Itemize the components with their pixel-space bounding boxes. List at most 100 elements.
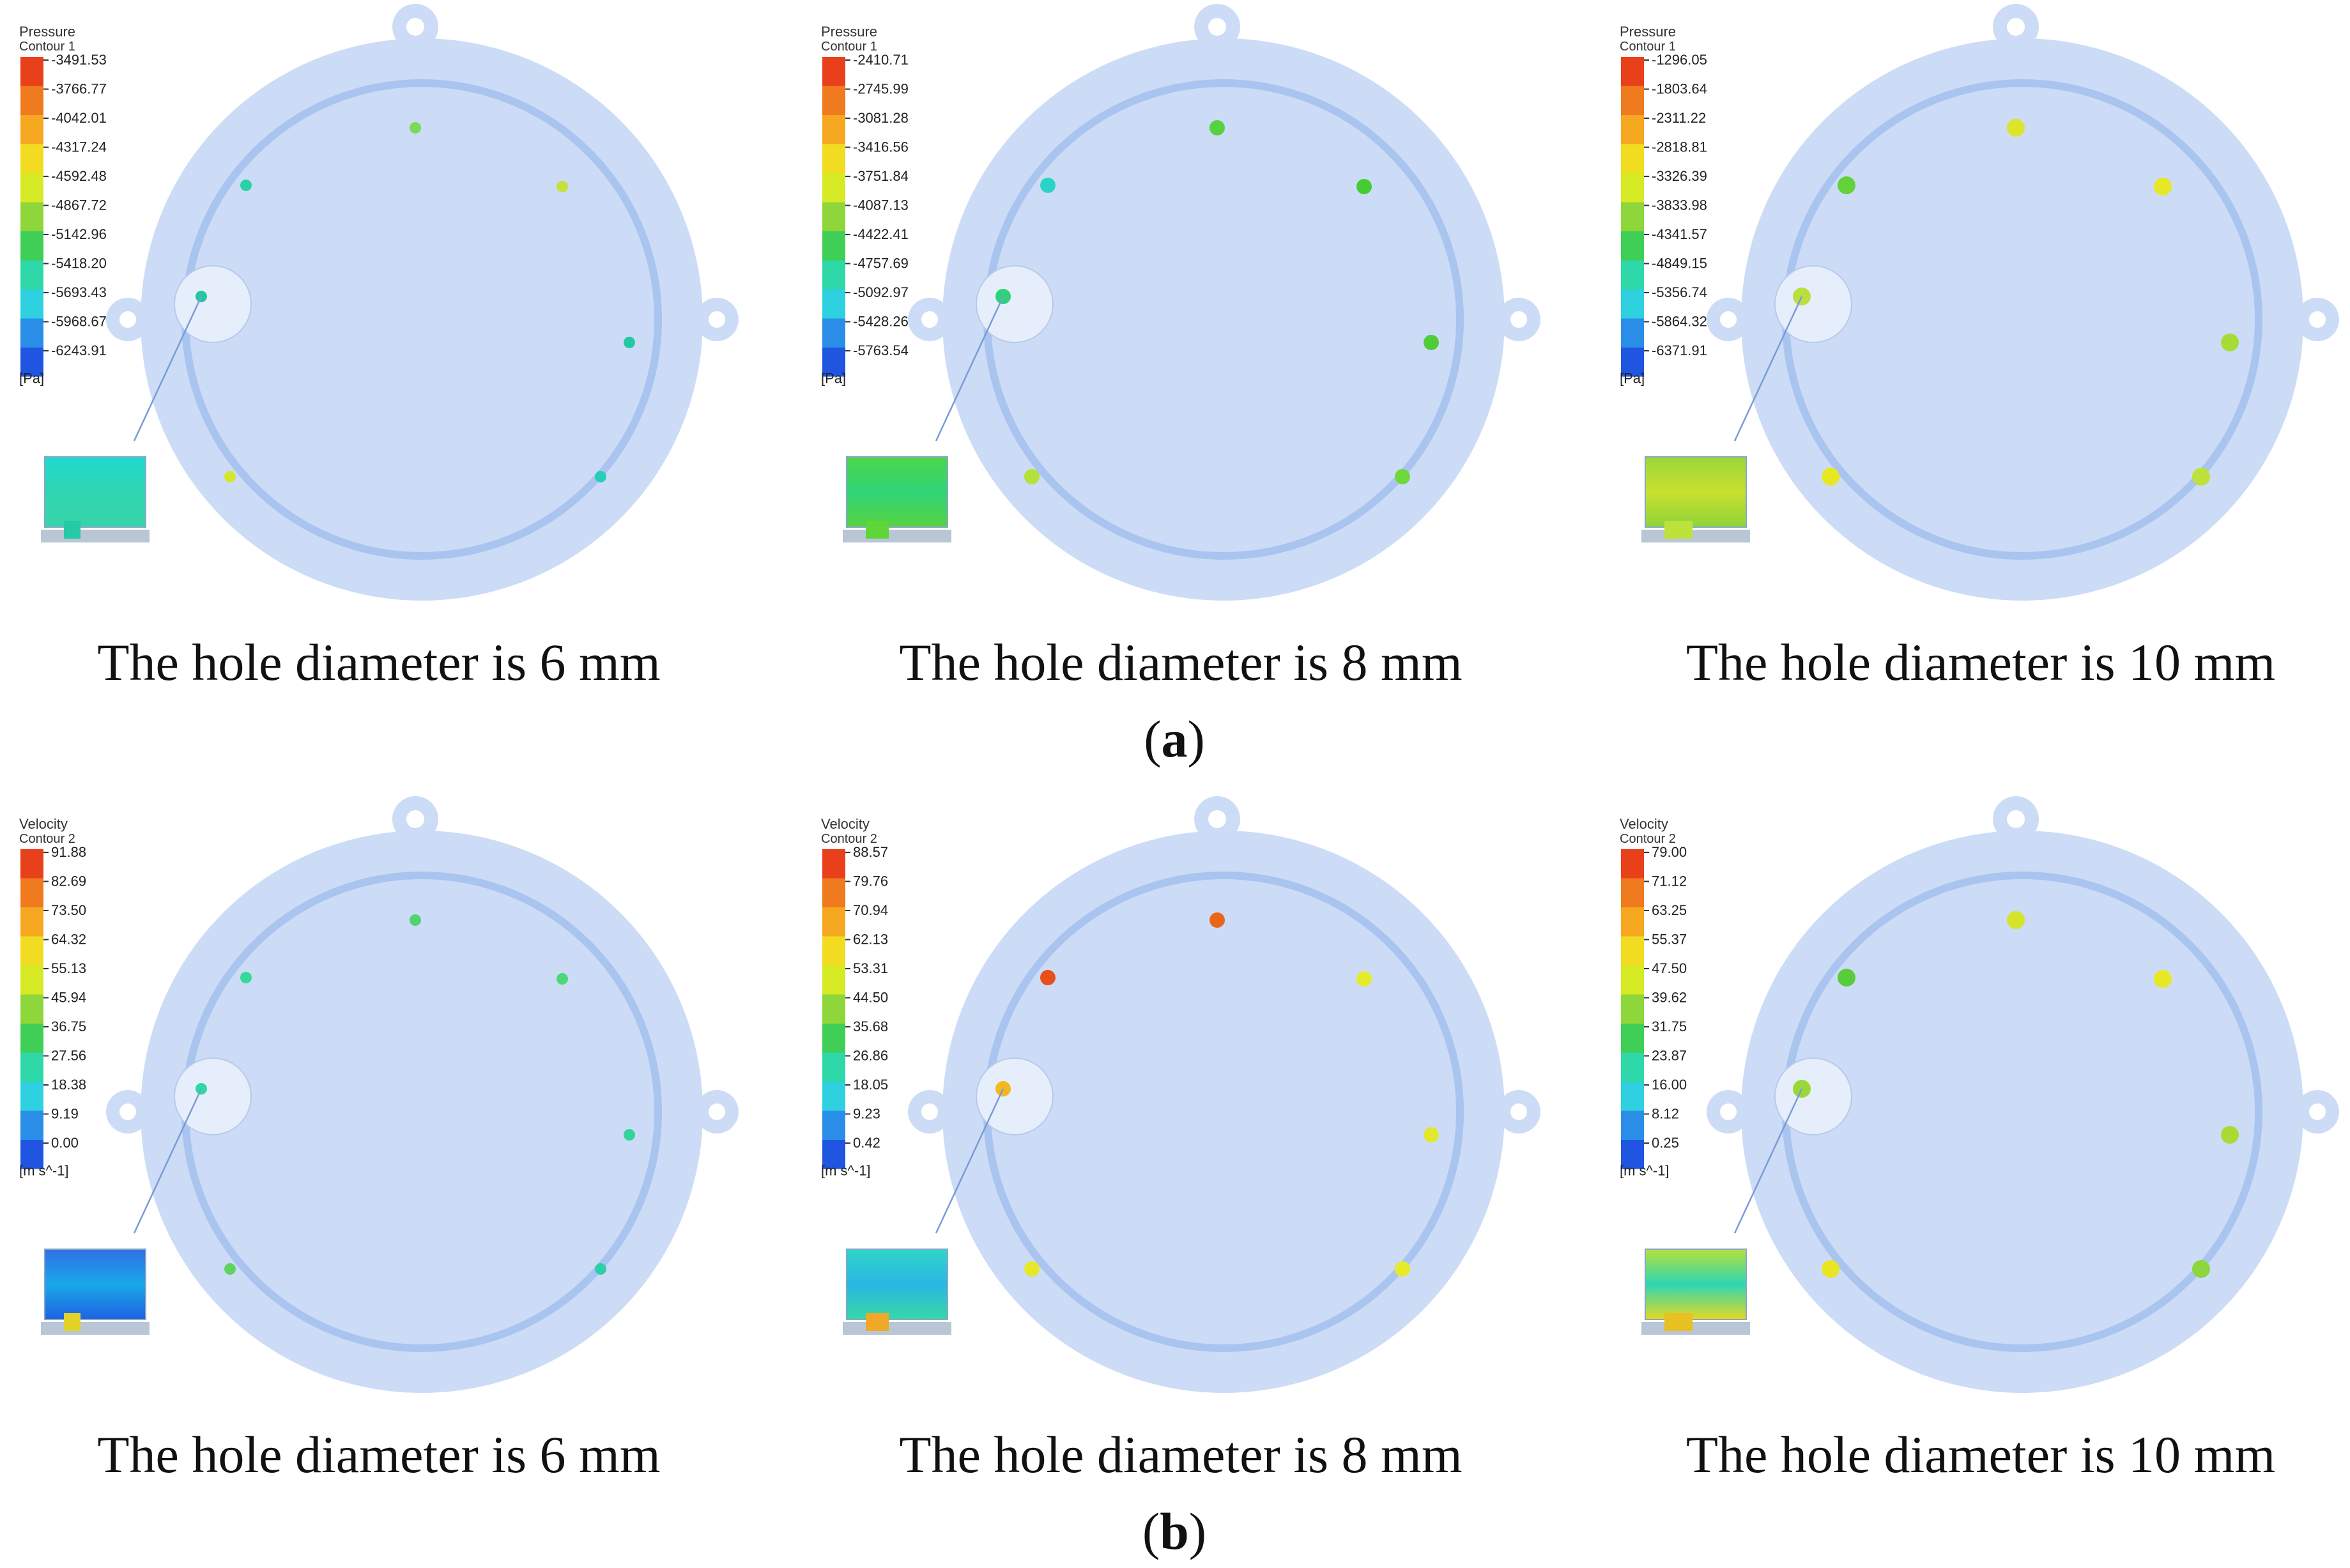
- legend-swatch: [20, 57, 43, 86]
- legend-swatch: [1621, 1052, 1644, 1082]
- legend-swatch: [822, 965, 845, 995]
- legend-swatch: [1621, 1082, 1644, 1111]
- legend-title: Velocity: [821, 816, 870, 832]
- legend-value: 63.25: [1652, 902, 1687, 918]
- mount-hole-top: [406, 18, 424, 36]
- legend-title: Velocity: [1620, 816, 1668, 832]
- outlet-hole: [1395, 1261, 1410, 1277]
- outlet-hole: [595, 471, 606, 482]
- legend-swatch: [20, 231, 43, 261]
- legend-value: -4867.72: [51, 197, 107, 213]
- outlet-hole: [240, 972, 252, 983]
- legend-swatch: [20, 144, 43, 173]
- legend-value: -5356.74: [1652, 284, 1707, 300]
- inset-jet: [64, 521, 81, 539]
- legend-swatch: [20, 260, 43, 289]
- mount-hole-left: [119, 311, 136, 328]
- legend-swatch: [822, 202, 845, 231]
- legend-swatch: [1621, 173, 1644, 203]
- legend-value: 0.00: [51, 1135, 79, 1151]
- outlet-hole: [224, 1263, 236, 1275]
- outlet-hole: [1210, 120, 1225, 135]
- legend-value: -3081.28: [853, 110, 909, 126]
- legend-value: -5142.96: [51, 226, 107, 242]
- legend-swatch: [822, 260, 845, 289]
- legend-value: -4592.48: [51, 168, 107, 184]
- outlet-hole: [624, 1129, 635, 1141]
- outlet-hole: [1822, 1260, 1839, 1278]
- legend-swatch: [822, 173, 845, 203]
- legend-value: -4317.24: [51, 139, 107, 155]
- legend-unit: [Pa]: [1620, 371, 1645, 387]
- legend-swatch: [822, 231, 845, 261]
- legend-value: 18.38: [51, 1077, 86, 1093]
- legend-value: 18.05: [853, 1077, 888, 1093]
- leader-line: [935, 296, 1004, 442]
- mount-hole-left: [1720, 311, 1737, 328]
- legend-value: -5092.97: [853, 284, 909, 300]
- outlet-hole: [595, 1263, 606, 1275]
- legend-swatch: [20, 1082, 43, 1111]
- inset-jet: [1664, 1313, 1693, 1331]
- legend-value: -5864.32: [1652, 314, 1707, 330]
- inset-cross-section: [846, 456, 948, 528]
- legend-swatch: [20, 202, 43, 231]
- mount-hole-top: [406, 810, 424, 828]
- legend-title: Pressure: [1620, 24, 1676, 40]
- outlet-hole: [1356, 971, 1372, 987]
- outlet-hole: [2007, 911, 2025, 929]
- legend-value: -2410.71: [853, 52, 909, 68]
- legend-value: 39.62: [1652, 990, 1687, 1006]
- legend-value: 31.75: [1652, 1018, 1687, 1034]
- inset-base: [1641, 530, 1750, 542]
- mount-hole-top: [2007, 18, 2025, 36]
- legend-swatch: [822, 1140, 845, 1169]
- legend-title: Pressure: [821, 24, 877, 40]
- legend-swatch: [20, 849, 43, 879]
- mount-hole-left: [921, 1103, 938, 1120]
- legend-subtitle: Contour 2: [19, 832, 75, 846]
- legend-value: 16.00: [1652, 1077, 1687, 1093]
- legend-value: -3751.84: [853, 168, 909, 184]
- legend-value: 88.57: [853, 844, 888, 860]
- legend-subtitle: Contour 2: [1620, 832, 1676, 846]
- outlet-hole: [2154, 970, 2172, 988]
- zoom-region: [174, 265, 252, 343]
- legend-swatch: [822, 849, 845, 879]
- legend-swatch: [1621, 1111, 1644, 1140]
- inset-cross-section: [44, 456, 146, 528]
- legend-swatch: [1621, 86, 1644, 115]
- inset-cross-section: [1645, 1249, 1747, 1320]
- leader-line: [1733, 1088, 1803, 1234]
- mount-hole-right: [709, 1103, 725, 1120]
- outlet-hole: [410, 122, 421, 134]
- legend-unit: [Pa]: [19, 371, 44, 387]
- legend-swatch: [20, 318, 43, 348]
- legend-value: -3833.98: [1652, 197, 1707, 213]
- legend-swatch: [1621, 260, 1644, 289]
- legend-value: -4042.01: [51, 110, 107, 126]
- legend-swatch: [20, 173, 43, 203]
- legend-swatch: [1621, 965, 1644, 995]
- zoom-region: [976, 265, 1054, 343]
- mount-hole-left: [921, 311, 938, 328]
- legend-value: 9.23: [853, 1106, 880, 1122]
- inset-cross-section: [44, 1249, 146, 1320]
- legend-title: Velocity: [19, 816, 68, 832]
- legend-value: 71.12: [1652, 873, 1687, 889]
- legend-value: -5968.67: [51, 314, 107, 330]
- outlet-hole: [2221, 1126, 2239, 1144]
- legend-value: -5418.20: [51, 256, 107, 272]
- inset-base: [843, 530, 951, 542]
- legend-title: Pressure: [19, 24, 75, 40]
- plate-disc: [141, 831, 703, 1393]
- legend-value: 53.31: [853, 960, 888, 976]
- legend-subtitle: Contour 1: [1620, 40, 1676, 54]
- zoom-region: [1774, 1057, 1852, 1135]
- outlet-hole: [240, 180, 252, 191]
- inset-base: [41, 1322, 150, 1335]
- legend-value: -6371.91: [1652, 342, 1707, 358]
